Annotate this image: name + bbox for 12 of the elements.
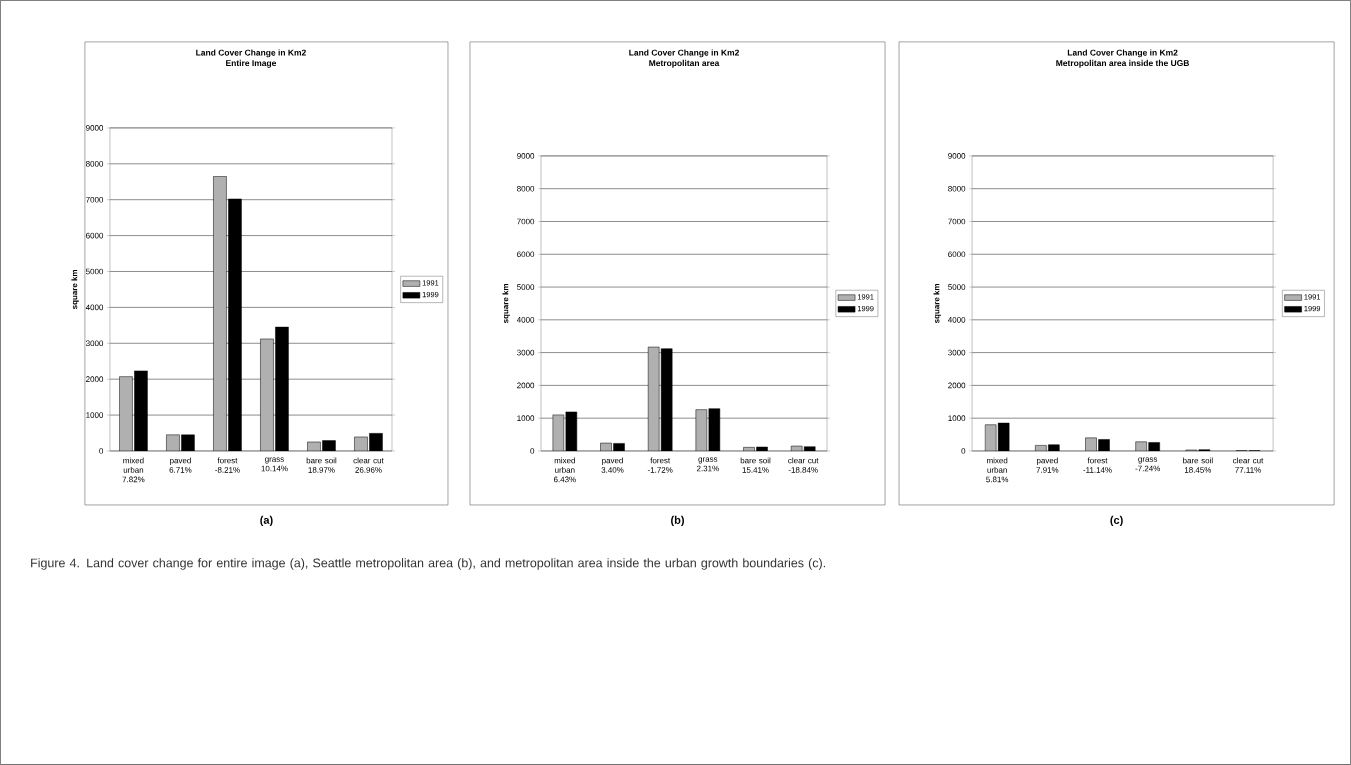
caption: Figure 4. Land cover change for entire image (a), Seattle metropolitan area (b), and metropolitan area inside the urban growth boundaries (c). [31, 558, 825, 570]
chart-title: Land Cover Change in Km2 [629, 49, 739, 58]
bar [552, 414, 565, 451]
chart-title: Land Cover Change in Km2 [196, 49, 306, 58]
text: (b) [671, 515, 684, 527]
text: (c) [1110, 515, 1123, 527]
chart-title: Land Cover Change in Km2 [1067, 49, 1178, 58]
chart-subtitle: Metropolitan area [649, 59, 720, 68]
bar [565, 411, 578, 451]
chart-subtitle: Entire Image [226, 59, 277, 68]
chart-subtitle: Metropolitan area inside the UGB [1056, 59, 1190, 68]
text: (a) [260, 515, 273, 527]
